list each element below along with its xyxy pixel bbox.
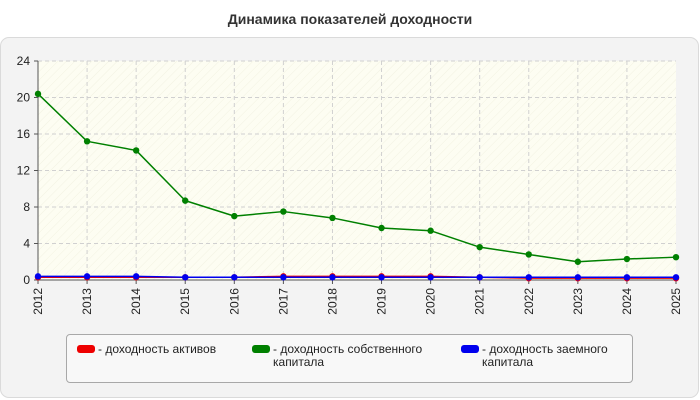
x-tick-label: 2013 (80, 288, 94, 315)
data-point (83, 273, 91, 280)
x-tick-label: 2025 (669, 288, 683, 315)
data-point (231, 212, 238, 220)
x-tick-label: 2018 (325, 288, 339, 315)
y-tick-label: 20 (17, 91, 31, 105)
y-tick-label: 0 (23, 273, 30, 287)
data-point (623, 255, 631, 263)
data-point (672, 274, 680, 281)
data-point (280, 208, 287, 215)
y-tick-label: 4 (23, 237, 30, 251)
data-point (427, 227, 434, 234)
y-tick-label: 24 (17, 54, 31, 68)
data-point (378, 224, 385, 232)
legend-label: - доходность собственного капитала (273, 342, 423, 369)
data-point (329, 274, 336, 281)
x-tick-label: 2012 (31, 288, 45, 315)
data-point (132, 273, 140, 280)
data-point (623, 274, 631, 281)
legend-swatch-green (252, 345, 270, 353)
x-tick-label: 2014 (129, 288, 143, 315)
data-point (280, 274, 287, 281)
y-tick-label: 8 (23, 200, 30, 214)
x-tick-label: 2024 (620, 288, 634, 315)
data-point (182, 197, 189, 204)
x-tick-label: 2022 (522, 288, 536, 315)
series-line-1 (37, 93, 677, 263)
legend-label: - доходность активов (98, 342, 217, 356)
data-point (182, 274, 189, 281)
series-line-2 (38, 275, 676, 279)
data-point (34, 273, 42, 280)
data-point (231, 274, 238, 281)
x-tick-label: 2017 (276, 288, 290, 315)
x-tick-labels: 2012 2013 2014 2015 2016 2017 2018 2019 2020 2021… (31, 288, 683, 315)
legend-label: - доходность заемного капитала (482, 342, 608, 369)
x-tick-label: 2020 (424, 288, 438, 315)
data-point (525, 274, 532, 281)
data-point (329, 214, 336, 222)
data-point (574, 258, 582, 265)
data-point (574, 274, 582, 281)
data-point (83, 138, 91, 145)
y-tick-labels: 0 4 8 12 16 20 24 (17, 54, 31, 287)
data-point (34, 90, 42, 98)
data-point (132, 147, 140, 154)
series-line-0 (38, 275, 676, 279)
axes (34, 60, 677, 284)
x-tick-label: 2015 (178, 288, 192, 315)
legend: - доходность активов - доходность собств… (66, 334, 633, 383)
x-tick-label: 2019 (375, 288, 389, 315)
chart-title: Динамика показателей доходности (227, 11, 473, 27)
grid (38, 60, 676, 280)
data-point (427, 274, 434, 281)
x-tick-label: 2016 (227, 288, 241, 315)
legend-swatch-red (77, 345, 95, 353)
legend-swatch-blue (461, 345, 479, 353)
data-point (476, 243, 483, 251)
y-tick-label: 16 (17, 127, 31, 141)
data-point (672, 253, 680, 261)
y-tick-label: 12 (17, 164, 31, 178)
x-tick-label: 2023 (571, 288, 585, 315)
data-point (378, 274, 385, 281)
x-tick-label: 2021 (473, 288, 487, 315)
series-lines (34, 90, 680, 282)
data-point (476, 274, 483, 281)
data-point (525, 251, 532, 258)
